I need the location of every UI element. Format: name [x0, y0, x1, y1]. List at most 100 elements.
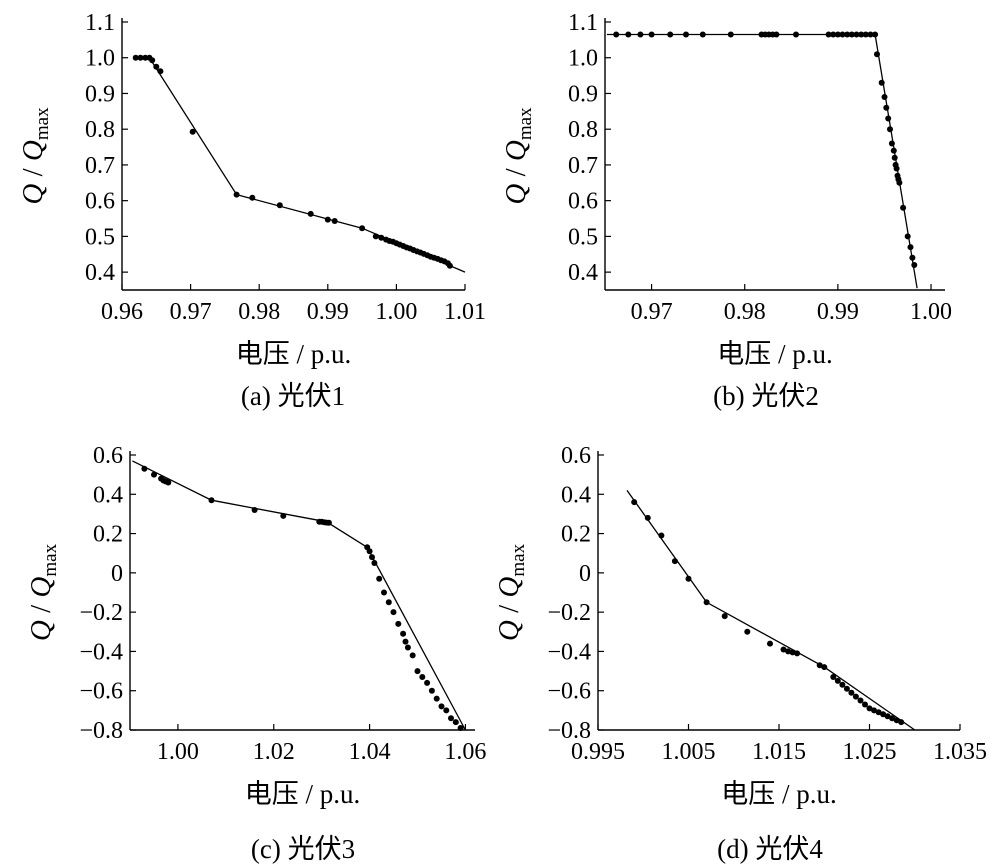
- data-point: [165, 479, 172, 486]
- y-tick-label: 1.0: [85, 46, 115, 72]
- data-point: [251, 507, 258, 513]
- data-point: [887, 126, 893, 133]
- data-point: [789, 649, 796, 656]
- y-tick-label: 0.6: [85, 189, 115, 215]
- panel-c: −0.8 −0.6 −0.4 −0.2 0 0.2 0.4 0.6 1.00 1.02 1.04 1.…: [25, 443, 486, 864]
- fit-line: [132, 460, 466, 731]
- data-point: [862, 31, 869, 38]
- fit-line: [626, 490, 916, 731]
- y-tick-label: 0.4: [85, 260, 115, 286]
- data-point: [208, 497, 215, 504]
- data-point: [844, 31, 851, 38]
- data-point: [414, 668, 421, 675]
- y-tick-label: 0.6: [561, 443, 591, 469]
- y-title-subscript: max: [40, 543, 61, 576]
- y-tick-label: −0.8: [79, 718, 123, 744]
- data-point: [909, 254, 916, 261]
- data-point: [369, 554, 375, 561]
- data-point: [830, 674, 837, 680]
- data-point: [862, 701, 868, 708]
- data-point: [893, 717, 900, 724]
- data-point: [834, 31, 841, 38]
- panel-caption: (a) 光伏1: [241, 381, 345, 411]
- panel-caption: (d) 光伏4: [717, 834, 823, 864]
- y-tick-label: 1.0: [568, 46, 598, 72]
- y-title-sep: /: [493, 598, 525, 621]
- y-tick-label: −0.4: [547, 639, 591, 665]
- data-point: [149, 57, 156, 64]
- panel-caption: (c) 光伏3: [251, 834, 355, 864]
- data-point: [452, 719, 459, 726]
- fit-line: [606, 33, 918, 289]
- x-tick-label: 0.99: [817, 299, 859, 325]
- data-point: [857, 697, 864, 704]
- data-point: [137, 54, 144, 61]
- data-point: [276, 202, 283, 209]
- data-point: [142, 54, 149, 61]
- x-axis-title: 电压 / p.u.: [245, 779, 361, 809]
- y-axis-title: Q / Qmax: [500, 107, 536, 205]
- y-tick-label: 0.5: [568, 224, 598, 250]
- data-point: [880, 711, 887, 718]
- data-point: [843, 685, 850, 692]
- data-point: [428, 687, 435, 694]
- data-point: [867, 31, 874, 38]
- data-point: [233, 191, 240, 198]
- y-tick-label: 0.4: [568, 260, 598, 286]
- data-point: [141, 465, 148, 472]
- data-point: [780, 646, 787, 653]
- data-point: [390, 609, 397, 616]
- data-point: [307, 210, 314, 217]
- y-title-subscript: max: [508, 543, 529, 576]
- y-tick-label: 0.7: [568, 153, 598, 179]
- x-tick-label: 1.02: [253, 739, 295, 765]
- y-tick-label: 0.8: [568, 117, 598, 143]
- y-tick-label: 0.8: [85, 117, 115, 143]
- y-title-q: Q: [25, 620, 57, 641]
- data-point: [904, 233, 911, 240]
- data-point: [325, 519, 332, 526]
- data-point: [825, 31, 832, 38]
- x-tick-label: 0.995: [571, 739, 625, 765]
- x-tick-label: 1.00: [375, 299, 417, 325]
- data-point: [433, 695, 440, 702]
- data-point: [848, 31, 855, 38]
- x-tick-label: 1.04: [349, 739, 391, 765]
- x-tick-label: 1.00: [157, 739, 199, 765]
- y-title-sep: /: [500, 161, 532, 184]
- data-point: [385, 599, 392, 606]
- x-tick-label: 1.06: [444, 739, 486, 765]
- data-point: [438, 703, 445, 710]
- data-point: [631, 499, 638, 506]
- data-point: [884, 713, 891, 720]
- y-tick-label: 0.2: [93, 522, 123, 548]
- data-point: [625, 31, 632, 38]
- x-tick-label: 1.035: [933, 739, 987, 765]
- y-tick-label: −0.2: [547, 600, 591, 626]
- y-tick-label: 0.4: [93, 482, 123, 508]
- data-point: [785, 648, 792, 655]
- data-point: [889, 715, 896, 722]
- data-point: [890, 147, 897, 154]
- data-point: [671, 558, 678, 565]
- data-point: [885, 115, 892, 122]
- y-axis-title: Q / Qmax: [17, 107, 53, 205]
- data-point: [683, 31, 689, 38]
- data-point: [853, 31, 860, 38]
- data-point: [839, 681, 846, 688]
- data-point: [900, 204, 907, 211]
- data-point: [893, 165, 900, 172]
- data-point: [359, 225, 366, 232]
- y-tick-label: 1.1: [568, 10, 598, 36]
- data-point: [794, 650, 801, 657]
- data-point: [721, 613, 728, 620]
- data-point: [371, 560, 378, 566]
- y-tick-label: 0.9: [85, 81, 115, 107]
- data-point: [793, 31, 799, 38]
- x-tick-label: 0.96: [101, 299, 143, 325]
- data-point: [834, 677, 841, 684]
- data-point: [821, 664, 828, 671]
- y-axis-title: Q / Qmax: [493, 543, 529, 641]
- x-tick-label: 0.98: [724, 299, 766, 325]
- data-point: [830, 31, 837, 38]
